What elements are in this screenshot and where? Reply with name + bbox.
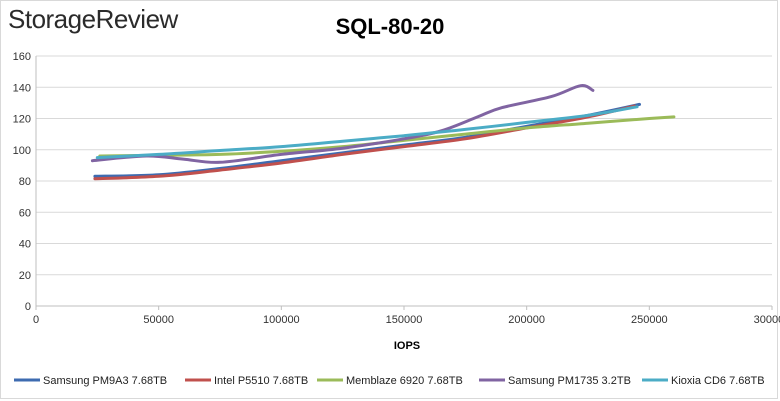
legend-label: Kioxia CD6 7.68TB: [671, 375, 765, 387]
legend-label: Intel P5510 7.68TB: [214, 375, 308, 387]
y-tick-label: 80: [19, 176, 31, 188]
legend-label: Memblaze 6920 7.68TB: [346, 375, 463, 387]
legend: Samsung PM9A3 7.68TB Intel P5510 7.68TB Me…: [14, 375, 765, 387]
legend-label: Samsung PM1735 3.2TB: [508, 375, 631, 387]
y-tick-label: 120: [13, 114, 31, 126]
x-tick-label: 100000: [263, 314, 300, 326]
y-tick-label: 160: [13, 51, 31, 63]
axes: [35, 56, 773, 310]
series-lines: [90, 84, 676, 181]
x-axis-label: IOPS: [394, 340, 420, 352]
series-line-intel-p5510-7-68tb: [93, 104, 637, 181]
y-tick-label: 40: [19, 239, 31, 251]
x-tick-label: 150000: [386, 314, 423, 326]
y-tick-labels: 0 20 40 60 80 100 120 140 160: [13, 51, 31, 313]
series-line-samsung-pm1735-3-2tb: [90, 84, 595, 164]
x-tick-label: 50000: [143, 314, 174, 326]
y-tick-label: 100: [13, 145, 31, 157]
x-tick-label: 250000: [631, 314, 668, 326]
series-line-kioxia-cd6-7-68tb: [95, 105, 639, 160]
x-tick-label: 200000: [508, 314, 545, 326]
chart-title: SQL-80-20: [335, 14, 445, 39]
y-tick-label: 20: [19, 270, 31, 282]
x-tick-label: 0: [33, 314, 39, 326]
storagereview-logo: StorageReview: [8, 4, 178, 34]
y-tick-label: 140: [13, 82, 31, 94]
x-tick-label: 300000: [754, 314, 780, 326]
legend-label: Samsung PM9A3 7.68TB: [43, 375, 167, 387]
x-tick-labels: 0 50000 100000 150000 200000 250000 300000: [33, 314, 780, 326]
y-tick-label: 60: [19, 207, 31, 219]
y-tick-label: 0: [25, 301, 31, 313]
grid-lines: [36, 55, 772, 307]
series-line-memblaze-6920-7-68tb: [98, 115, 676, 158]
